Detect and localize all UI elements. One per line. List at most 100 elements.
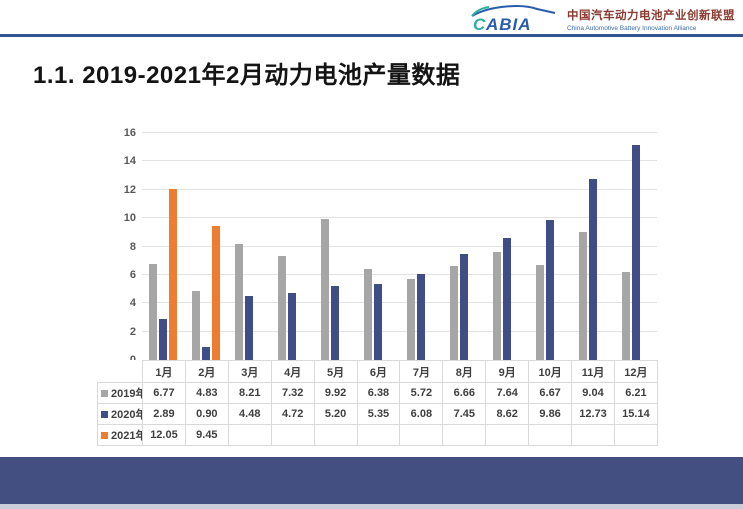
value-cell-2019年-9月: 7.64	[485, 382, 530, 404]
value-cell-2019年-2月: 4.83	[184, 382, 229, 404]
gridline	[142, 302, 657, 304]
month-header-cell: 6月	[356, 360, 401, 383]
bar-group-1月	[142, 133, 185, 360]
footer-edge-strip	[0, 504, 743, 509]
value-cell-2020年-8月: 7.45	[442, 403, 487, 425]
y-tick-label: 2	[129, 325, 136, 338]
bar-2020年-12月	[631, 145, 640, 360]
cabia-logo: C ABIA 中国汽车动力电池产业创新联盟 China Automotive B…	[465, 4, 735, 34]
logo-name-en: China Automotive Battery Innovation Alli…	[567, 24, 697, 32]
value-cell-2019年-5月: 9.92	[313, 382, 358, 404]
value-cell-2021年-6月	[356, 424, 401, 446]
month-header-cell: 10月	[528, 360, 573, 383]
month-header-cell: 3月	[227, 360, 272, 383]
bar-group-7月	[400, 133, 443, 360]
bar-2019年-9月	[492, 251, 501, 360]
bar-2019年-3月	[235, 243, 244, 360]
y-tick-label: 12	[123, 183, 136, 196]
legend-label: 2019年	[111, 388, 142, 400]
value-cell-2020年-9月: 8.62	[485, 403, 530, 425]
value-cell-2020年-7月: 6.08	[399, 403, 444, 425]
month-header-cell: 2月	[184, 360, 229, 383]
value-cell-2021年-11月	[571, 424, 615, 446]
value-cell-2020年-2月: 0.90	[184, 403, 229, 425]
value-cell-2020年-10月: 9.86	[528, 403, 573, 425]
bar-2020年-11月	[588, 179, 597, 360]
bar-group-11月	[571, 133, 614, 360]
y-tick-label: 10	[123, 212, 136, 225]
bar-2019年-7月	[406, 278, 415, 360]
logo-names: 中国汽车动力电池产业创新联盟 China Automotive Battery …	[567, 7, 735, 32]
month-header-cell: 7月	[399, 360, 444, 383]
bar-group-6月	[357, 133, 400, 360]
value-cell-2019年-1月: 6.77	[142, 382, 186, 404]
bar-2020年-10月	[545, 220, 554, 360]
bar-2020年-9月	[502, 237, 511, 360]
bar-2021年-2月	[212, 225, 221, 360]
bar-group-8月	[442, 133, 485, 360]
month-header-cell: 5月	[313, 360, 358, 383]
legend-label: 2021年	[111, 430, 142, 442]
gridline	[142, 160, 657, 162]
logo-brand-initial: C	[473, 15, 486, 34]
logo-name-cn: 中国汽车动力电池产业创新联盟	[567, 9, 735, 22]
value-cell-2019年-8月: 6.66	[442, 382, 487, 404]
chart-plot-area: 0246810121416	[124, 127, 657, 366]
gridline	[142, 132, 657, 133]
y-tick-label: 14	[123, 155, 136, 168]
value-cell-2021年-10月	[528, 424, 573, 446]
logo-brand-rest: ABIA	[485, 15, 532, 34]
page-title: 1.1. 2019-2021年2月动力电池产量数据	[33, 62, 461, 89]
month-header-cell: 12月	[613, 360, 658, 383]
value-cell-2020年-6月: 5.35	[356, 403, 401, 425]
bar-group-3月	[228, 133, 271, 360]
table-row-2021年: 2021年12.059.45	[97, 424, 658, 446]
header-divider	[0, 34, 743, 37]
bar-2020年-3月	[245, 296, 254, 360]
value-cell-2020年-4月: 4.72	[270, 403, 315, 425]
gridline	[142, 245, 657, 247]
legend-label: 2020年	[111, 409, 142, 421]
table-row-2020年: 2020年2.890.904.484.725.205.356.087.458.6…	[97, 403, 658, 425]
month-header-cell: 8月	[442, 360, 487, 383]
bar-group-4月	[271, 133, 314, 360]
value-cell-2019年-12月: 6.21	[613, 382, 658, 404]
legend-cell-2019年: 2019年	[97, 382, 143, 404]
legend-key-icon	[101, 431, 108, 439]
gridline	[142, 217, 657, 219]
value-cell-2020年-3月: 4.48	[227, 403, 272, 425]
chart-data-table: 1月2月3月4月5月6月7月8月9月10月11月12月2019年6.774.83…	[97, 360, 658, 446]
bar-group-2月	[185, 133, 228, 360]
value-cell-2021年-5月	[313, 424, 358, 446]
bar-2020年-4月	[288, 293, 297, 360]
bar-2020年-5月	[331, 286, 340, 360]
table-row-2019年: 2019年6.774.838.217.329.926.385.726.667.6…	[97, 382, 658, 404]
bar-2020年-7月	[416, 273, 425, 360]
value-cell-2021年-1月: 12.05	[142, 424, 186, 446]
cabia-logo-icon: C ABIA	[471, 5, 556, 34]
footer-bar	[0, 457, 743, 504]
y-tick-label: 8	[129, 240, 136, 253]
value-cell-2019年-4月: 7.32	[270, 382, 315, 404]
y-tick-label: 16	[123, 127, 136, 139]
bar-group-10月	[528, 133, 571, 360]
bar-2019年-6月	[364, 269, 373, 360]
value-cell-2021年-9月	[485, 424, 530, 446]
month-header-cell: 11月	[571, 360, 615, 383]
month-header-row: 1月 2月 3月 4月 5月 6月 7月 8月 9月 10月 11月 12月	[98, 360, 658, 383]
value-cell-2020年-11月: 12.73	[571, 403, 615, 425]
value-cell-2019年-11月: 9.04	[571, 382, 615, 404]
bar-2020年-6月	[374, 284, 383, 360]
value-cell-2021年-2月: 9.45	[184, 424, 229, 446]
value-cell-2019年-6月: 6.38	[356, 382, 401, 404]
value-cell-2020年-1月: 2.89	[142, 403, 186, 425]
bar-group-12月	[614, 133, 657, 360]
gridline	[142, 273, 657, 275]
value-cell-2019年-10月: 6.67	[528, 382, 573, 404]
bar-2019年-12月	[621, 271, 630, 360]
bar-2019年-2月	[192, 291, 201, 360]
value-cell-2021年-3月	[227, 424, 272, 446]
legend-cell-2020年: 2020年	[97, 403, 143, 425]
y-tick-label: 4	[129, 297, 136, 310]
